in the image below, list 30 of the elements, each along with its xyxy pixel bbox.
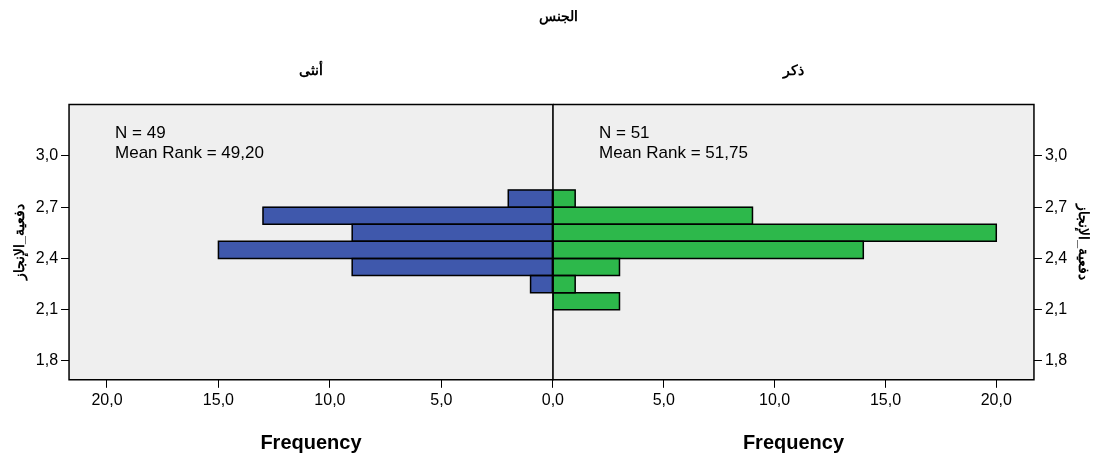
- x-tick-label: 10,0: [314, 390, 346, 408]
- x-tick-label: 15,0: [202, 390, 235, 408]
- x-tick-label: 15,0: [869, 390, 902, 408]
- y-tick-label: 2,7: [35, 197, 59, 215]
- y-tick-label: 1,8: [1044, 351, 1068, 369]
- x-tick-label: 0,0: [541, 390, 565, 408]
- x-axis-title: Frequency: [742, 430, 845, 453]
- y-axis-title: دفعية_الإنجاز: [11, 204, 30, 282]
- x-tick-label: 5,0: [652, 390, 675, 408]
- x-axis-title: Frequency: [260, 430, 363, 453]
- chart-subtitle: ذكر: [781, 62, 805, 78]
- annotation: N = 49: [115, 122, 166, 142]
- y-tick-label: 3,0: [35, 146, 59, 164]
- x-tick-label: 20,0: [980, 390, 1012, 408]
- y-tick-label: 2,4: [35, 248, 59, 266]
- y-tick-label: 2,7: [1044, 197, 1068, 215]
- annotation: Mean Rank = 51,75: [598, 142, 748, 162]
- annotation: N = 51: [598, 122, 650, 142]
- x-tick-label: 5,0: [430, 390, 453, 408]
- y-tick-label: 2,1: [35, 300, 59, 318]
- y-axis-title: دفعية_الإنجاز: [1073, 203, 1092, 281]
- x-tick-label: 20,0: [91, 390, 123, 408]
- y-tick-label: 1,8: [35, 351, 59, 369]
- annotation: Mean Rank = 49,20: [115, 142, 264, 162]
- chart-title: الجنس: [538, 8, 579, 24]
- x-tick-label: 10,0: [758, 390, 791, 408]
- y-tick-label: 2,4: [1044, 248, 1068, 266]
- y-tick-label: 2,1: [1044, 300, 1068, 318]
- y-tick-label: 3,0: [1044, 146, 1068, 164]
- chart-subtitle: أنثى: [297, 62, 324, 78]
